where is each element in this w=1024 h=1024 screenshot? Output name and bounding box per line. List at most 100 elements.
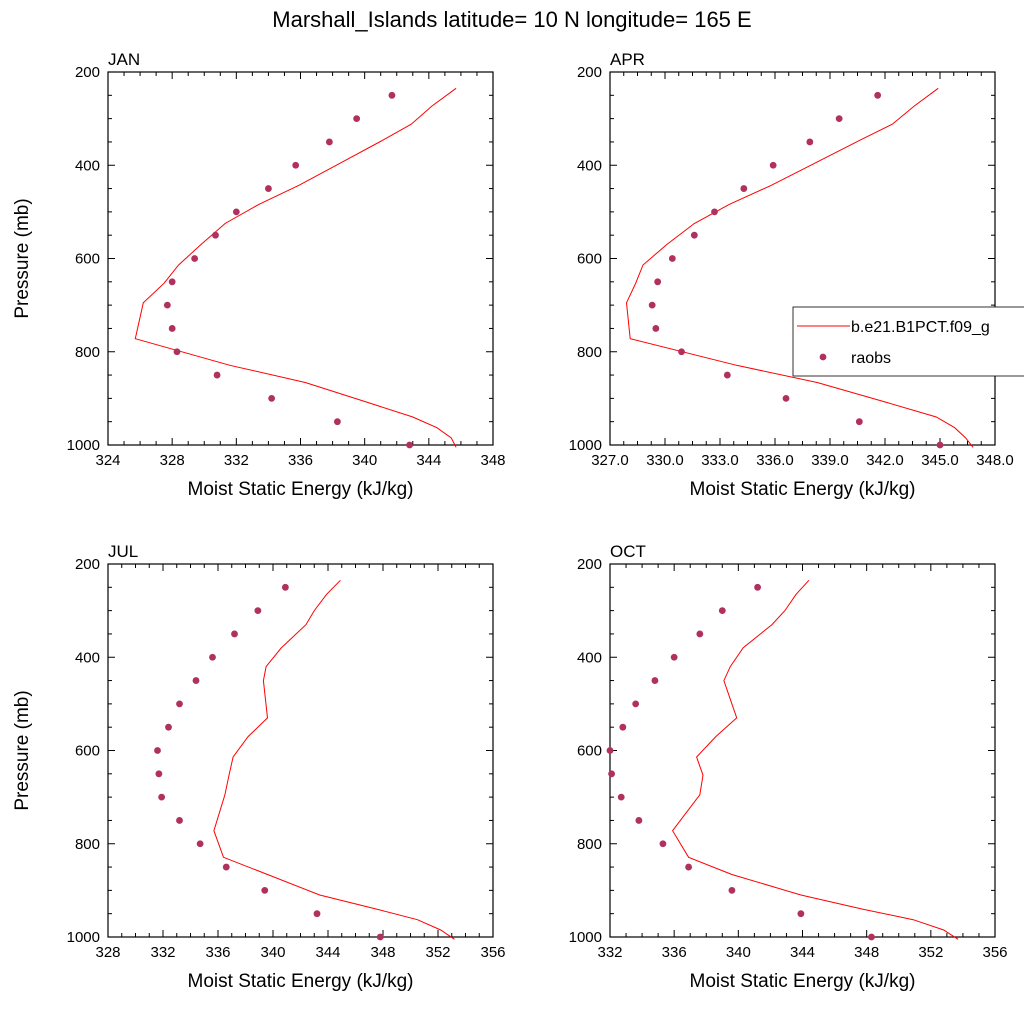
y-tick-label: 400 (577, 649, 602, 666)
raobs-point (797, 910, 805, 918)
legend-marker-swatch (819, 353, 827, 361)
y-tick-label: 400 (75, 649, 100, 666)
legend-label: raobs (851, 350, 891, 367)
x-tick-label: 345.0 (921, 452, 959, 469)
model-profile-line (671, 579, 959, 940)
x-tick-label: 342.0 (866, 452, 904, 469)
raobs-point (696, 630, 704, 638)
model-profile-line (213, 579, 455, 940)
raobs-point (806, 138, 814, 146)
x-tick-label: 333.0 (701, 452, 739, 469)
raobs-point (855, 418, 863, 426)
x-axis-label: Moist Static Energy (kJ/kg) (188, 971, 414, 992)
x-tick-label: 328 (95, 944, 120, 961)
raobs-point (648, 301, 656, 309)
panel-title: APR (610, 50, 645, 69)
model-profile-line (625, 87, 974, 448)
raobs-point (325, 138, 333, 146)
raobs-point (176, 817, 183, 824)
raobs-point (718, 607, 726, 615)
y-tick-label: 400 (577, 157, 602, 174)
y-axis-label: Pressure (mb) (12, 690, 33, 810)
x-tick-label: 340 (726, 944, 751, 961)
raobs-point (659, 840, 667, 848)
raobs-point (265, 185, 272, 192)
y-tick-label: 1000 (569, 437, 602, 454)
raobs-point (632, 700, 640, 708)
raobs-point (652, 325, 660, 332)
x-tick-label: 348 (854, 944, 879, 961)
x-tick-label: 330.0 (646, 452, 684, 469)
plot-frame (107, 71, 494, 446)
raobs-point (769, 161, 777, 169)
x-tick-label: 344 (315, 944, 340, 961)
raobs-point (668, 255, 676, 262)
raobs-point (388, 91, 396, 99)
legend-label: b.e21.B1PCT.f09_g (851, 319, 990, 336)
x-axis-label: Moist Static Energy (kJ/kg) (188, 479, 414, 500)
plot-frame (107, 563, 494, 938)
raobs-point (209, 653, 216, 661)
x-tick-label: 352 (425, 944, 450, 961)
x-tick-label: 332 (597, 944, 622, 961)
x-axis-label: Moist Static Energy (kJ/kg) (690, 479, 916, 500)
x-tick-label: 339.0 (811, 452, 849, 469)
plot-frame (609, 563, 996, 938)
x-tick-label: 332 (224, 452, 249, 469)
x-tick-label: 348 (370, 944, 395, 961)
raobs-point (158, 793, 166, 801)
x-tick-label: 344 (790, 944, 815, 961)
raobs-point (654, 278, 662, 286)
raobs-point (154, 747, 161, 754)
raobs-point (608, 770, 616, 778)
raobs-point (782, 394, 790, 402)
y-tick-label: 800 (577, 344, 602, 361)
figure-title: Marshall_Islands latitude= 10 N longitud… (272, 7, 751, 32)
raobs-point (651, 677, 659, 684)
y-tick-label: 600 (75, 251, 100, 268)
raobs-point (173, 348, 181, 356)
raobs-point (168, 278, 176, 286)
x-tick-label: 340 (260, 944, 285, 961)
x-tick-label: 324 (95, 452, 120, 469)
y-tick-label: 800 (75, 836, 100, 853)
panel-jan: JAN 324 328 332 336 340 344 348 200 400 600 800 1000… (12, 50, 506, 500)
y-tick-label: 400 (75, 157, 100, 174)
raobs-point (728, 886, 736, 894)
raobs-point (333, 418, 341, 426)
raobs-point (617, 793, 625, 801)
raobs-point (619, 723, 627, 731)
x-tick-label: 356 (480, 944, 505, 961)
raobs-point (155, 770, 163, 778)
y-axis-label: Pressure (mb) (12, 198, 33, 318)
raobs-point (678, 348, 685, 356)
raobs-point (261, 886, 269, 894)
y-tick-label: 200 (75, 556, 100, 573)
x-tick-label: 344 (416, 452, 441, 469)
raobs-point (163, 301, 171, 309)
raobs-point (685, 863, 693, 871)
raobs-point (168, 325, 176, 332)
plot-frame (609, 71, 996, 446)
raobs-point (165, 723, 172, 731)
raobs-point (606, 747, 614, 754)
panel-title: JUL (108, 542, 138, 561)
raobs-point (254, 607, 262, 615)
raobs-point (936, 441, 944, 449)
x-tick-label: 356 (982, 944, 1007, 961)
x-tick-label: 336 (288, 452, 313, 469)
x-tick-label: 352 (918, 944, 943, 961)
x-tick-label: 336 (662, 944, 687, 961)
y-tick-label: 600 (577, 251, 602, 268)
model-profile-line (134, 87, 457, 448)
raobs-point (723, 371, 731, 379)
raobs-point (292, 161, 300, 169)
x-tick-label: 328 (160, 452, 185, 469)
panels: JAN 324 328 332 336 340 344 348 200 400 600 800 1000… (12, 50, 1014, 992)
x-tick-label: 336 (205, 944, 230, 961)
raobs-point (874, 91, 882, 99)
y-tick-label: 1000 (569, 929, 602, 946)
raobs-point (176, 700, 183, 708)
x-tick-label: 348 (480, 452, 505, 469)
